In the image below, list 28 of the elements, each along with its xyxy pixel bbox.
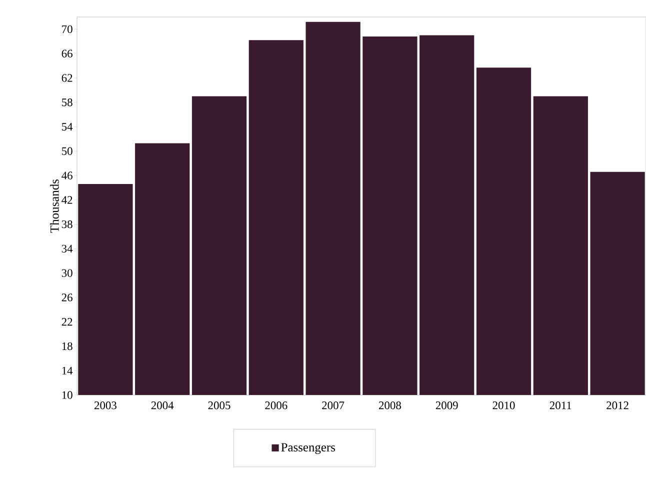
y-tick-label: 66 — [62, 50, 72, 58]
x-tick-label: 2008 — [379, 402, 401, 410]
y-tick-label: 14 — [62, 366, 73, 374]
x-tick-label: 2003 — [94, 402, 116, 410]
x-tick-label: 2005 — [208, 402, 230, 410]
y-tick-label: 58 — [62, 98, 72, 106]
x-tick-label: 2012 — [606, 402, 628, 410]
x-tick-label: 2011 — [550, 402, 572, 410]
x-tick-label: 2009 — [436, 402, 458, 410]
y-tick-label: 46 — [62, 172, 72, 180]
y-tick-label: 10 — [62, 391, 72, 399]
x-tick-label: 2007 — [322, 402, 344, 410]
legend-label: Passengers — [281, 443, 336, 454]
y-tick-label: 22 — [62, 318, 72, 326]
y-tick-label: 54 — [62, 122, 73, 131]
y-tick-label: 26 — [62, 294, 72, 302]
y-tick-label: 34 — [62, 244, 73, 253]
y-axis-title: Thousands — [50, 179, 59, 233]
y-tick-label: 62 — [62, 74, 72, 82]
y-tick-label: 70 — [62, 25, 72, 34]
y-tick-label: 50 — [62, 147, 72, 155]
y-tick-label: 38 — [62, 220, 72, 228]
x-tick-label: 2010 — [492, 402, 515, 410]
y-tick-label: 42 — [62, 196, 72, 204]
y-tick-label: 18 — [62, 342, 72, 350]
y-tick-label: 30 — [62, 269, 72, 277]
x-tick-label: 2006 — [265, 402, 288, 410]
x-tick-label: 2004 — [151, 402, 174, 410]
